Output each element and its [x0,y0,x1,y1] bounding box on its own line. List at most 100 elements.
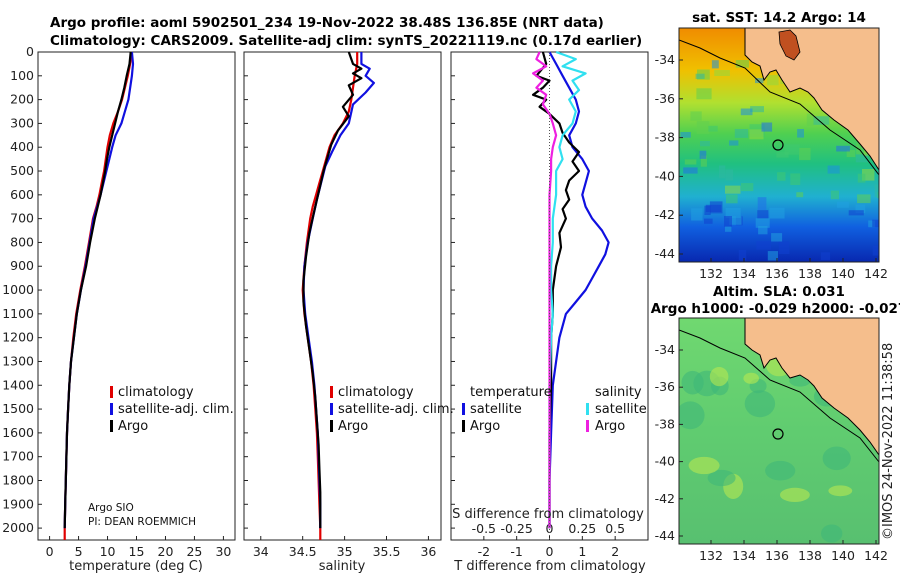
sst-cell [699,150,707,159]
map-y-tick-label: -36 [655,91,675,106]
map-y-tick-label: -40 [655,168,675,183]
figure-title-line-2: Climatology: CARS2009. Satellite-adj cli… [50,33,642,49]
sst-cell [827,165,840,174]
legend-swatch-climatology [110,386,113,398]
temperature-x-axis: 0 5 10 15 20 25 30 [46,536,231,559]
sst-cell [776,151,789,158]
x-tick-label: 35 [337,544,353,559]
sst-cell [725,169,733,181]
profile-line-s-satellite [548,50,587,529]
sst-cell [750,106,764,113]
legend-swatch-satellite [110,403,113,415]
salinity-difference-top-axis: -0.5 -0.25 0 0.25 0.5 [472,521,625,536]
map-x-tick-label: 132 [699,266,723,281]
profile-line-t-argo [532,51,581,529]
sst-cell [778,241,790,254]
map-x-tick-label: 142 [864,266,888,281]
isobath-line [679,39,879,176]
x-tick-label: 2 [611,544,619,559]
sla-map-title-2: Argo h1000: -0.029 h2000: -0.027 [651,301,900,317]
sst-cell [767,251,778,261]
sla-map-title-1: Altim. SLA: 0.031 [713,284,845,300]
legend-label-climatology: climatology [118,385,194,400]
sst-cell [857,173,866,183]
map-y-tick-label: -44 [655,246,675,261]
legend-title-salinity: salinity [595,385,642,400]
legend-label-t-satellite: satellite [470,402,522,417]
sst-cell [767,75,779,86]
sst-cell [738,249,747,261]
depth-tick-label: 900 [10,258,34,273]
imos-credit: ©IMOS 24-Nov-2022 11:38:58 [881,343,896,540]
map-x-tick-label: 134 [732,548,756,563]
depth-tick-label: 1300 [2,353,34,368]
sst-map-title: sat. SST: 14.2 Argo: 14 [692,10,866,26]
x-tick-label: 5 [75,544,83,559]
sst-cell [857,194,871,204]
map-y-tick-label: -34 [655,52,675,67]
sst-cell [757,210,769,219]
depth-tick-label: 1100 [2,306,34,321]
sst-cell [719,165,726,179]
sst-cell [769,207,785,219]
sst-cell [855,204,866,214]
sst-cell [806,113,814,126]
depth-tick-label: 2000 [2,520,34,535]
sla-eddy [709,367,729,387]
difference-profiles [532,50,610,540]
map-x-tick-label: 136 [765,266,789,281]
depth-tick-label: 600 [10,187,34,202]
sla-eddy [765,460,796,481]
sst-cell [695,73,705,79]
depth-tick-label: 1200 [2,330,34,345]
map-x-tick-label: 138 [798,266,822,281]
map-x-tick-label: 140 [831,548,855,563]
map-x-tick-label: 138 [798,548,822,563]
salinity-x-axis: 34 34.5 35 35.5 36 [253,536,436,559]
sst-cell [846,150,856,157]
sst-cell [749,129,764,140]
sla-eddy [688,456,720,475]
legend-label-argo: Argo [118,419,148,434]
sst-cell [726,194,738,204]
sst-cell [680,132,691,138]
sst-cell [714,70,730,76]
x-tick-label: -1 [510,544,522,559]
sst-cell [704,218,713,224]
sst-cell [757,197,767,210]
temperature-axis-label: temperature (deg C) [69,559,203,574]
x-tick-label: 34 [253,544,269,559]
depth-tick-label: 1000 [2,282,34,297]
sst-cell [830,190,839,200]
sst-cell [700,141,710,147]
map-y-tick-label: -42 [655,207,675,222]
sla-patches [679,352,878,543]
difference-top-axis-label: S difference from climatology [452,507,644,522]
sla-eddy [743,372,759,384]
x-tick-label: 30 [215,544,231,559]
sla-eddy [707,469,736,487]
sst-cell [725,208,741,218]
map-y-tick-label: -38 [655,130,675,145]
australia-landmass [744,318,879,456]
sst-cell [777,172,786,181]
legend-swatch-satellite [330,403,333,415]
sst-cell [729,140,739,146]
legend-label-s-argo: Argo [595,419,625,434]
sst-cell [784,144,800,155]
float-position-marker [772,139,784,151]
map-y-tick-label: -40 [655,454,675,469]
sla-eddy [828,485,853,497]
sst-cell [862,169,875,181]
x-tick-label: 34.5 [289,544,317,559]
sst-map [679,28,879,262]
sst-cell [758,226,768,235]
sla-eddy [821,524,843,543]
sla-eddy [681,370,704,395]
sst-cell [696,121,710,134]
salinity-axis-label: salinity [319,559,366,574]
salinity-profiles [301,51,375,540]
depth-tick-label: 400 [10,139,34,154]
x-tick-label: 36 [420,544,436,559]
sst-cell [741,183,754,192]
